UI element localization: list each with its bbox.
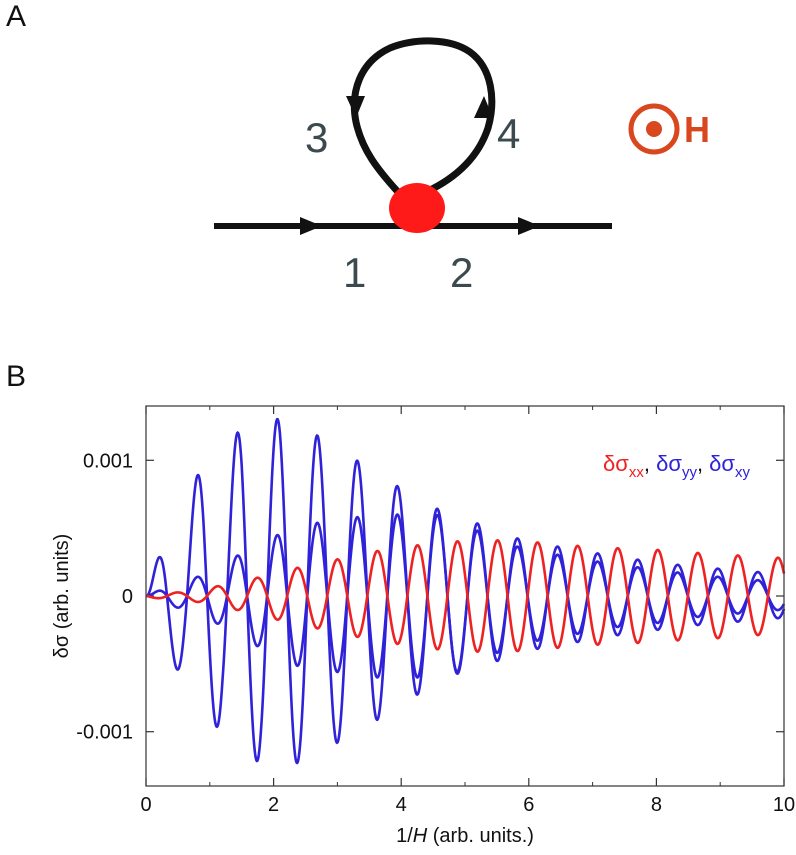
x-tick-label-4: 8 [651,794,662,816]
x-tick-label-1: 2 [268,794,279,816]
legend-xy-sub: xy [735,464,751,481]
legend: δσxx, δσyy, δσxy [603,451,750,481]
x-axis-label-var: H [413,825,428,847]
y-axis-label: δσ (arb. units) [51,534,73,659]
arrow-2-icon [518,217,540,235]
diagram-a: 3 4 1 2 H [214,37,710,296]
series-line-δσxx [145,539,786,653]
series-line-δσyy [145,417,786,765]
y-tick-label-2: -0.001 [76,722,133,744]
legend-sep-2: , [697,451,709,476]
legend-xy-base: δσ [709,451,735,476]
field-dot-icon [646,121,662,137]
chart-b: 0 2 4 6 8 10 0.001 0 -0.001 δσ (arb. units) 1/H … [51,405,795,847]
x-tick-label-2: 4 [396,794,407,816]
x-tick-label-0: 0 [140,794,151,816]
x-tick-label-5: 10 [773,794,795,816]
x-axis-label-suffix: (arb. units.) [427,825,534,847]
panel-label-b: B [6,360,27,393]
arrow-1-icon [300,217,322,235]
panel-label-a: A [6,0,27,33]
label-3: 3 [305,114,328,161]
legend-xx-base: δσ [603,451,629,476]
field-symbol-icon [628,103,680,155]
label-4: 4 [497,110,520,157]
label-1: 1 [343,249,366,296]
arrow-4-icon [474,96,493,118]
y-tick-label-0: 0.001 [83,450,133,472]
legend-yy-sub: yy [682,464,698,481]
legend-sep-1: , [644,451,656,476]
plot-frame [145,405,785,787]
x-axis-label: 1/H (arb. units.) [396,825,534,847]
loop-line [350,37,496,196]
field-label: H [684,109,710,150]
arrow-3-icon [346,96,365,118]
legend-xx-sub: xx [629,464,645,481]
legend-yy-base: δσ [656,451,682,476]
x-axis-label-prefix: 1/ [396,825,413,847]
y-tick-label-1: 0 [122,586,133,608]
interaction-vertex [389,183,445,233]
x-tick-label-3: 6 [523,794,534,816]
label-2: 2 [450,249,473,296]
